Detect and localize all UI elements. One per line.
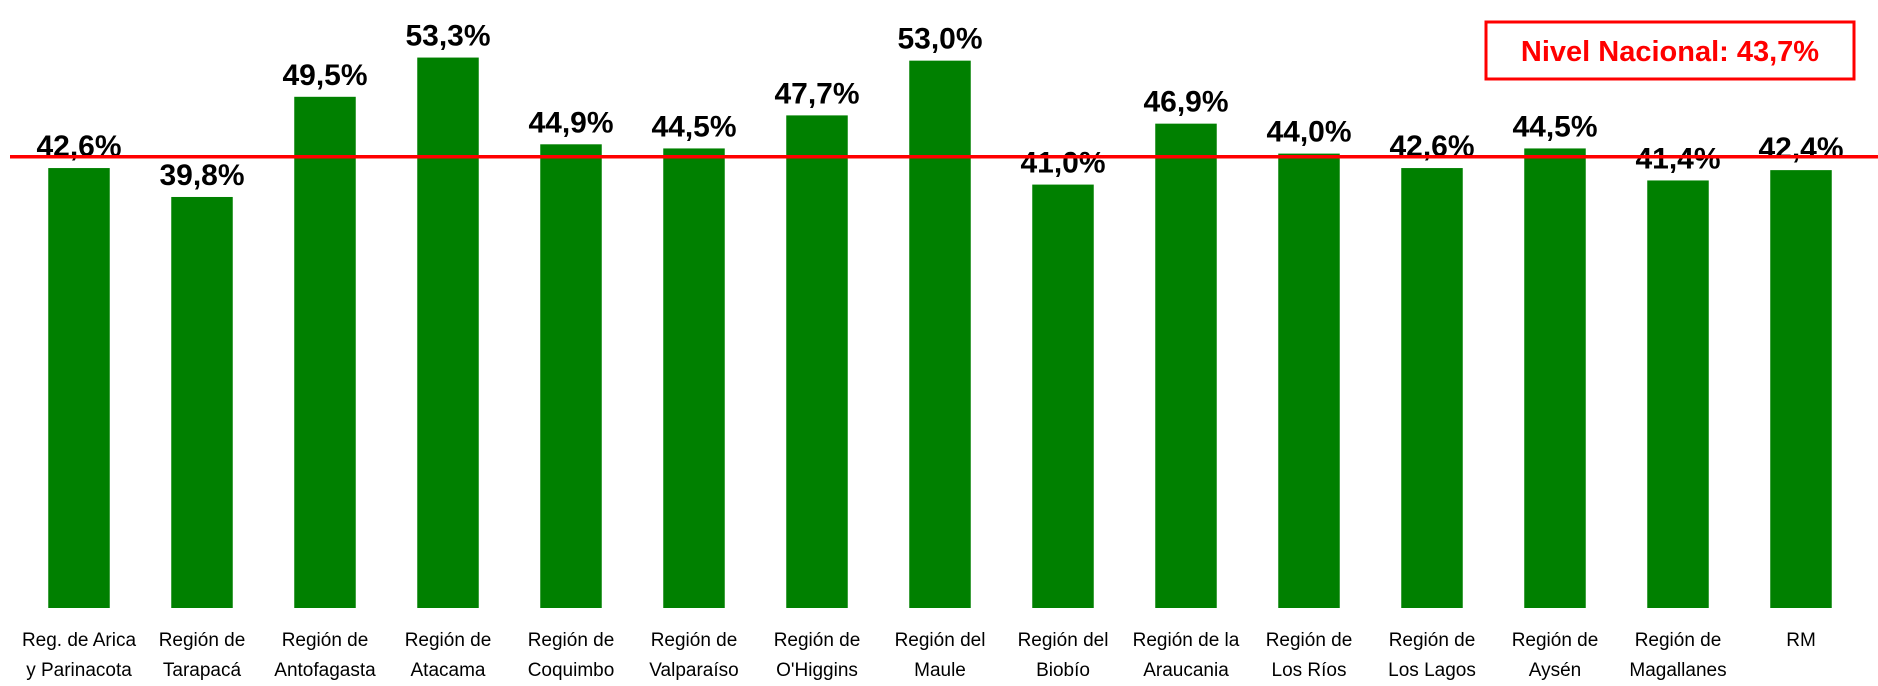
x-tick-label: Región de Tarapacá: [158, 630, 246, 681]
x-tick-label: RM: [1786, 630, 1816, 651]
bar: [1524, 148, 1586, 608]
bar: [48, 168, 110, 609]
bar: [1032, 184, 1094, 608]
bar: [1278, 153, 1340, 608]
bar: [171, 196, 233, 608]
x-tick-label: Región de Coquimbo: [527, 630, 615, 681]
value-label: 49,5%: [282, 59, 367, 92]
value-label: 44,5%: [1512, 110, 1597, 143]
x-tick-label: Región de Antofagasta: [274, 630, 376, 681]
bar: [1647, 180, 1709, 608]
annotation: Nivel Nacional: 43,7%: [1521, 36, 1819, 68]
bar: [1770, 170, 1832, 608]
value-label: 42,4%: [1758, 132, 1843, 165]
value-label: 39,8%: [159, 159, 244, 192]
value-label: 47,7%: [774, 77, 859, 110]
x-tick-label: Región de Los Ríos: [1265, 630, 1353, 681]
bar: [294, 96, 356, 609]
value-label: 53,3%: [405, 20, 490, 53]
bar: [417, 57, 479, 609]
value-label: 46,9%: [1143, 86, 1228, 119]
x-tick-label: Región de Magallanes: [1629, 630, 1727, 681]
bar: [1401, 168, 1463, 609]
x-tick-label: Región de Los Lagos: [1388, 630, 1476, 681]
x-tick-label: Región de O'Higgins: [773, 630, 861, 681]
x-tick-label: Región de Aysén: [1511, 630, 1599, 681]
bar: [1155, 123, 1217, 608]
bar: [663, 148, 725, 608]
bar: [909, 60, 971, 609]
x-tick-label: Región del Maule: [894, 630, 986, 681]
bar: [786, 115, 848, 608]
value-label: 53,0%: [897, 23, 982, 56]
value-label: 44,9%: [528, 106, 613, 139]
value-label: 44,0%: [1266, 116, 1351, 149]
annotation-box: [1484, 20, 1856, 81]
bar: [540, 144, 602, 608]
x-tick-label: Región de la Araucania: [1132, 630, 1240, 681]
x-tick-label: Región de Valparaíso: [649, 630, 739, 681]
value-label: 44,5%: [651, 110, 736, 143]
value-label: 41,0%: [1020, 147, 1105, 180]
x-tick-label: Región de Atacama: [404, 630, 492, 681]
x-tick-label: Región del Biobío: [1017, 630, 1109, 681]
value-label: 41,4%: [1635, 142, 1720, 175]
x-tick-label: Reg. de Arica y Parinacota: [21, 630, 137, 681]
